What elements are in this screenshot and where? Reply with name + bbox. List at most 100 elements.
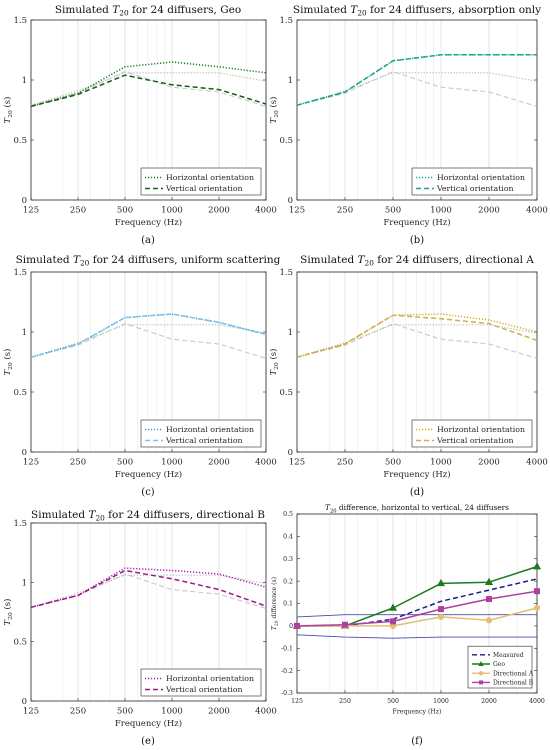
data-point-square <box>534 588 540 595</box>
reference-series-line <box>296 72 538 106</box>
series-line <box>30 567 267 609</box>
reference-series-line <box>296 71 538 107</box>
x-tick-label: 500 <box>117 206 133 216</box>
chart-title: T20 difference, horizontal to vertical, … <box>325 503 509 515</box>
y-tick-label: 0.5 <box>13 638 27 648</box>
chart-panel-d: 0 0.5 1 1.5 125 250 500 1000 2000 4000 Frequency (… <box>268 254 548 498</box>
x-tick-label: 250 <box>337 458 353 468</box>
y-axis-label: T20 (s) <box>2 97 14 124</box>
data-point-triangle <box>436 578 446 587</box>
legend-label: Horizontal orientation <box>166 674 254 683</box>
y-tick-label: -0.1 <box>281 645 293 652</box>
y-tick-label: 1.5 <box>279 268 293 278</box>
chart-title: Simulated T20 for 24 diffusers, directio… <box>31 509 265 523</box>
series-line <box>297 607 538 627</box>
x-tick-label: 2000 <box>478 206 500 216</box>
reference-series-line <box>30 72 267 106</box>
x-tick-label: 2000 <box>478 458 500 468</box>
series-line <box>30 313 267 358</box>
series-line <box>296 54 537 106</box>
y-axis-label: T20 difference (s) <box>271 577 280 630</box>
x-tick-label: 4000 <box>526 206 548 216</box>
series-line <box>296 590 538 627</box>
x-tick-label: 4000 <box>526 458 548 468</box>
legend-label: Vertical orientation <box>436 436 514 445</box>
y-tick-label: 0.1 <box>283 601 293 608</box>
legend-marker <box>479 680 483 685</box>
data-point-square <box>342 621 348 628</box>
x-tick-label: 2000 <box>208 458 230 468</box>
y-tick-label: 0.5 <box>283 511 293 518</box>
x-tick-label: 500 <box>117 458 133 468</box>
reference-series-line <box>30 573 267 609</box>
panel-label: (e) <box>141 736 155 747</box>
legend-box <box>467 645 533 689</box>
x-tick-label: 4000 <box>255 458 277 468</box>
legend-label: Horizontal orientation <box>437 173 525 182</box>
plot-frame <box>296 271 538 453</box>
data-point-circle <box>437 613 445 621</box>
x-tick-label: 4000 <box>255 707 277 717</box>
series-line <box>30 569 267 609</box>
x-tick-label: 1000 <box>430 458 452 468</box>
y-tick-label: 1.5 <box>13 519 27 529</box>
data-point-circle <box>533 604 541 612</box>
y-tick-label: 1.5 <box>279 16 293 26</box>
chart-panel-b: 0 0.5 1 1.5 125 250 500 1000 2000 4000 Frequency (… <box>268 4 548 246</box>
x-axis-label: Frequency (Hz) <box>393 708 442 715</box>
legend-box <box>140 167 262 196</box>
x-tick-label: 500 <box>385 206 401 216</box>
y-tick-label: 1 <box>22 328 27 338</box>
legend-box <box>140 668 262 697</box>
plot-frame <box>296 19 538 201</box>
x-tick-label: 125 <box>23 206 39 216</box>
chart-panel-e: 0 0.5 1 1.5 125 250 500 1000 2000 4000 Frequency (… <box>2 509 277 747</box>
chart-title: Simulated T20 for 24 diffusers, directio… <box>300 254 534 268</box>
plot-frame <box>30 19 267 201</box>
legend-label: Directional B <box>493 680 534 687</box>
y-tick-label: -0.2 <box>281 668 293 675</box>
panel-label: (b) <box>410 235 424 246</box>
x-tick-label: 1000 <box>161 458 183 468</box>
y-tick-label: 0.5 <box>279 388 293 398</box>
chart-panel-a: 0 0.5 1 1.5 125 250 500 1000 2000 4000 Frequency (… <box>2 4 277 246</box>
legend-box <box>411 167 533 196</box>
x-tick-label: 125 <box>23 707 39 717</box>
y-tick-label: 1.5 <box>13 16 27 26</box>
y-tick-label: -0.3 <box>281 690 293 697</box>
chart-title: Simulated T20 for 24 diffusers, uniform … <box>16 254 281 268</box>
x-axis-label: Frequency (Hz) <box>115 469 182 480</box>
reference-series-line <box>30 323 267 359</box>
legend-marker <box>478 671 484 676</box>
y-axis-label: T20 (s) <box>268 349 280 376</box>
x-tick-label: 1000 <box>161 707 183 717</box>
x-tick-label: 1000 <box>430 206 452 216</box>
x-tick-label: 125 <box>23 458 39 468</box>
x-tick-label: 1000 <box>433 698 449 705</box>
y-tick-label: 0.4 <box>283 534 293 541</box>
y-tick-label: 0 <box>22 196 27 206</box>
reference-series-line <box>30 574 267 608</box>
x-tick-label: 4000 <box>529 698 545 705</box>
legend-label: Horizontal orientation <box>166 425 254 434</box>
y-tick-label: 1 <box>22 76 27 86</box>
legend-label: Measured <box>493 652 524 659</box>
x-tick-label: 250 <box>70 707 86 717</box>
panel-label: (a) <box>141 235 155 246</box>
panel-label: (d) <box>410 487 424 498</box>
x-tick-label: 250 <box>337 206 353 216</box>
data-point-triangle <box>388 603 398 611</box>
legend-label: Horizontal orientation <box>437 425 525 434</box>
reference-series-line <box>296 323 538 359</box>
y-tick-label: 0.2 <box>283 578 293 585</box>
x-tick-label: 2000 <box>208 206 230 216</box>
y-tick-label: 0 <box>22 697 27 707</box>
panel-label: (c) <box>141 487 155 498</box>
plot-frame <box>30 522 267 702</box>
measured-band-line <box>296 634 537 639</box>
reference-series-line <box>30 71 267 107</box>
legend-label: Vertical orientation <box>436 184 514 193</box>
legend-label: Geo <box>493 661 505 668</box>
y-tick-label: 0 <box>289 623 293 630</box>
